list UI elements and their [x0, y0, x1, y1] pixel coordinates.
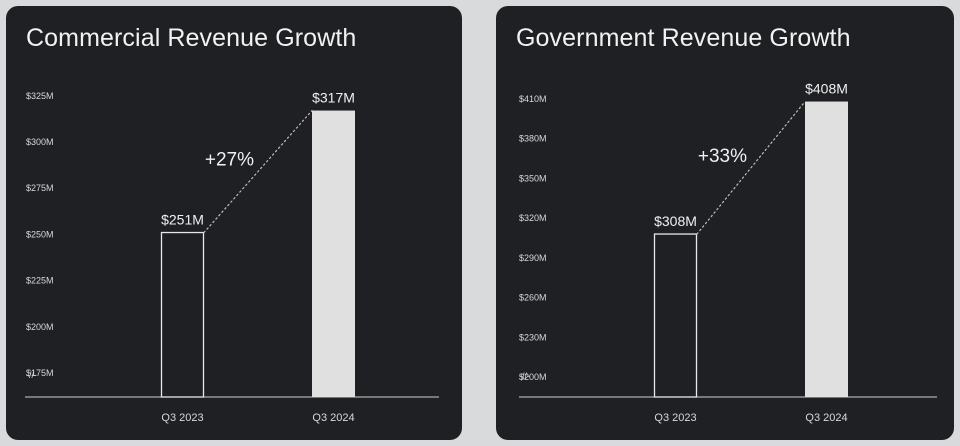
- growth-percent-label: +33%: [698, 146, 747, 167]
- y-tick-label: $410M: [519, 94, 547, 104]
- axis-break-symbol: -//-: [519, 371, 530, 381]
- y-tick-label: $225M: [26, 276, 54, 286]
- y-tick-label: $275M: [26, 183, 54, 193]
- growth-connector-line: [203, 109, 313, 234]
- y-tick-label: $320M: [519, 213, 547, 223]
- x-category-label: Q3 2024: [312, 412, 354, 424]
- growth-connector-line: [696, 100, 806, 235]
- x-category-label: Q3 2023: [654, 412, 696, 424]
- commercial-revenue-chart: $175M $200M $225M $250M $275M $300M $325M -//- $…: [25, 90, 439, 424]
- bar-value-label: $308M: [654, 213, 697, 229]
- y-tick-label: $230M: [519, 332, 547, 342]
- y-tick-label: $250M: [26, 229, 54, 239]
- government-revenue-card: Government Revenue Growth $200M $230M $260…: [496, 6, 954, 440]
- bar-filled: [805, 101, 848, 397]
- axis-break-symbol: -//-: [26, 370, 37, 380]
- y-tick-label: $200M: [519, 372, 547, 382]
- bar-value-label: $408M: [805, 81, 848, 97]
- bar-value-label: $317M: [312, 90, 355, 106]
- y-tick-label: $380M: [519, 134, 547, 144]
- bar-outline: [160, 231, 205, 398]
- government-revenue-chart: $200M $230M $260M $290M $320M $350M $380M $410M…: [519, 81, 937, 424]
- bar-value-label: $251M: [161, 212, 204, 228]
- x-category-label: Q3 2024: [805, 412, 847, 424]
- y-tick-label: $260M: [519, 293, 547, 303]
- chart-title: Government Revenue Growth: [516, 24, 851, 52]
- commercial-revenue-card: Commercial Revenue Growth $175M $200M $225…: [6, 6, 462, 440]
- bar-filled: [312, 110, 355, 397]
- y-tick-label: $350M: [519, 173, 547, 183]
- y-tick-label: $200M: [26, 322, 54, 332]
- y-tick-label: $325M: [26, 91, 54, 101]
- bar-outline: [653, 233, 698, 398]
- x-category-label: Q3 2023: [161, 412, 203, 424]
- y-tick-label: $290M: [519, 253, 547, 263]
- growth-percent-label: +27%: [205, 150, 254, 171]
- chart-title: Commercial Revenue Growth: [26, 24, 357, 52]
- y-tick-label: $175M: [26, 368, 54, 378]
- y-tick-label: $300M: [26, 137, 54, 147]
